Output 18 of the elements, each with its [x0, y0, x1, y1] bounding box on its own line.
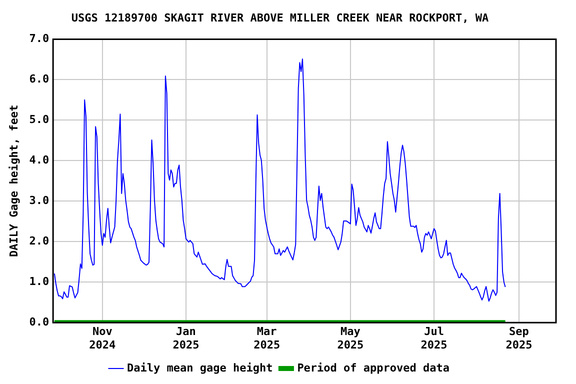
legend-label: Period of approved data: [297, 361, 450, 374]
y-tick-label: 3.0: [29, 194, 50, 207]
legend-label: Daily mean gage height: [126, 361, 273, 374]
x-tick-label: Jul 2025: [420, 325, 448, 352]
y-tick-label: 2.0: [29, 234, 50, 248]
y-tick-label: 7.0: [29, 32, 50, 46]
y-tick-label: 4.0: [29, 154, 50, 167]
x-tick-label: Jan 2025: [172, 325, 200, 352]
y-tick-label: 1.0: [29, 274, 50, 288]
y-axis-title: DAILY Gage height, feet: [7, 104, 20, 258]
y-tick-label: 0.0: [29, 315, 50, 328]
x-tick-label: Sep 2025: [506, 325, 532, 352]
y-tick-label: 6.0: [29, 72, 50, 86]
y-tick-label: 5.0: [29, 113, 50, 126]
x-tick-label: Mar 2025: [254, 325, 280, 352]
x-tick-label: May 2025: [337, 325, 364, 352]
x-tick-label: Nov 2024: [89, 325, 116, 352]
chart-title: USGS 12189700 SKAGIT RIVER ABOVE MILLER CREEK NEAR ROCKPORT, WA: [71, 11, 489, 24]
